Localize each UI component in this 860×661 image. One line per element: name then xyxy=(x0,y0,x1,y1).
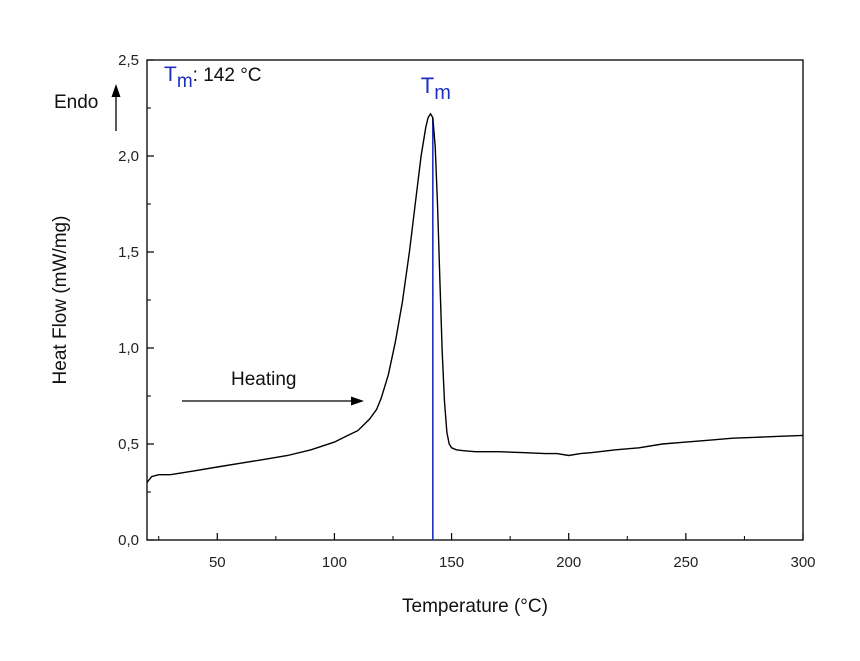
x-axis-title: Temperature (°C) xyxy=(402,596,548,617)
y-tick-label: 2,0 xyxy=(118,148,139,165)
y-axis-title: Heat Flow (mW/mg) xyxy=(50,216,71,385)
tm-peak-label: Tm xyxy=(421,73,451,104)
heating-label: Heating xyxy=(231,369,297,390)
tm-value-label-main: T xyxy=(164,63,177,86)
x-tick-label: 200 xyxy=(556,554,581,571)
axis-ticks xyxy=(147,59,804,541)
y-tick-label: 1,5 xyxy=(118,244,139,261)
heat-flow-curve xyxy=(146,112,804,483)
y-tick-label: 1,0 xyxy=(118,340,139,357)
axis-tick-labels: 50 100 150 200 250 300 0,0 0,5 1,0 1,5 2,0 2,5 xyxy=(118,52,815,571)
y-tick-label: 2,5 xyxy=(118,52,139,69)
tm-peak-label-sub: m xyxy=(434,82,451,104)
y-tick-label: 0,0 xyxy=(118,532,139,549)
endo-label: Endo xyxy=(54,92,98,113)
x-tick-label: 300 xyxy=(790,554,815,571)
x-tick-label: 250 xyxy=(673,554,698,571)
tm-value-text: : 142 °C xyxy=(193,65,262,86)
tm-value-annotation: Tm: 142 °C xyxy=(164,63,262,92)
tm-value-label-sub: m xyxy=(177,71,193,92)
tm-peak-label-main: T xyxy=(421,73,434,98)
x-tick-label: 50 xyxy=(209,554,226,571)
y-tick-label: 0,5 xyxy=(118,436,139,453)
endo-arrow-head-icon xyxy=(111,84,121,97)
x-tick-label: 150 xyxy=(439,554,464,571)
heating-arrow-head-icon xyxy=(351,396,364,406)
x-tick-label: 100 xyxy=(322,554,347,571)
plot-frame xyxy=(146,59,804,541)
